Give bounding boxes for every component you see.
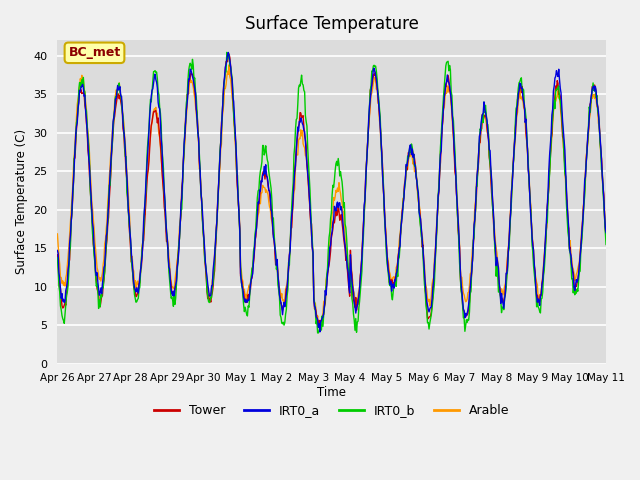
Legend: Tower, IRT0_a, IRT0_b, Arable: Tower, IRT0_a, IRT0_b, Arable [149,399,515,422]
X-axis label: Time: Time [317,386,346,399]
Y-axis label: Surface Temperature (C): Surface Temperature (C) [15,129,28,275]
Title: Surface Temperature: Surface Temperature [244,15,419,33]
Text: BC_met: BC_met [68,46,120,60]
